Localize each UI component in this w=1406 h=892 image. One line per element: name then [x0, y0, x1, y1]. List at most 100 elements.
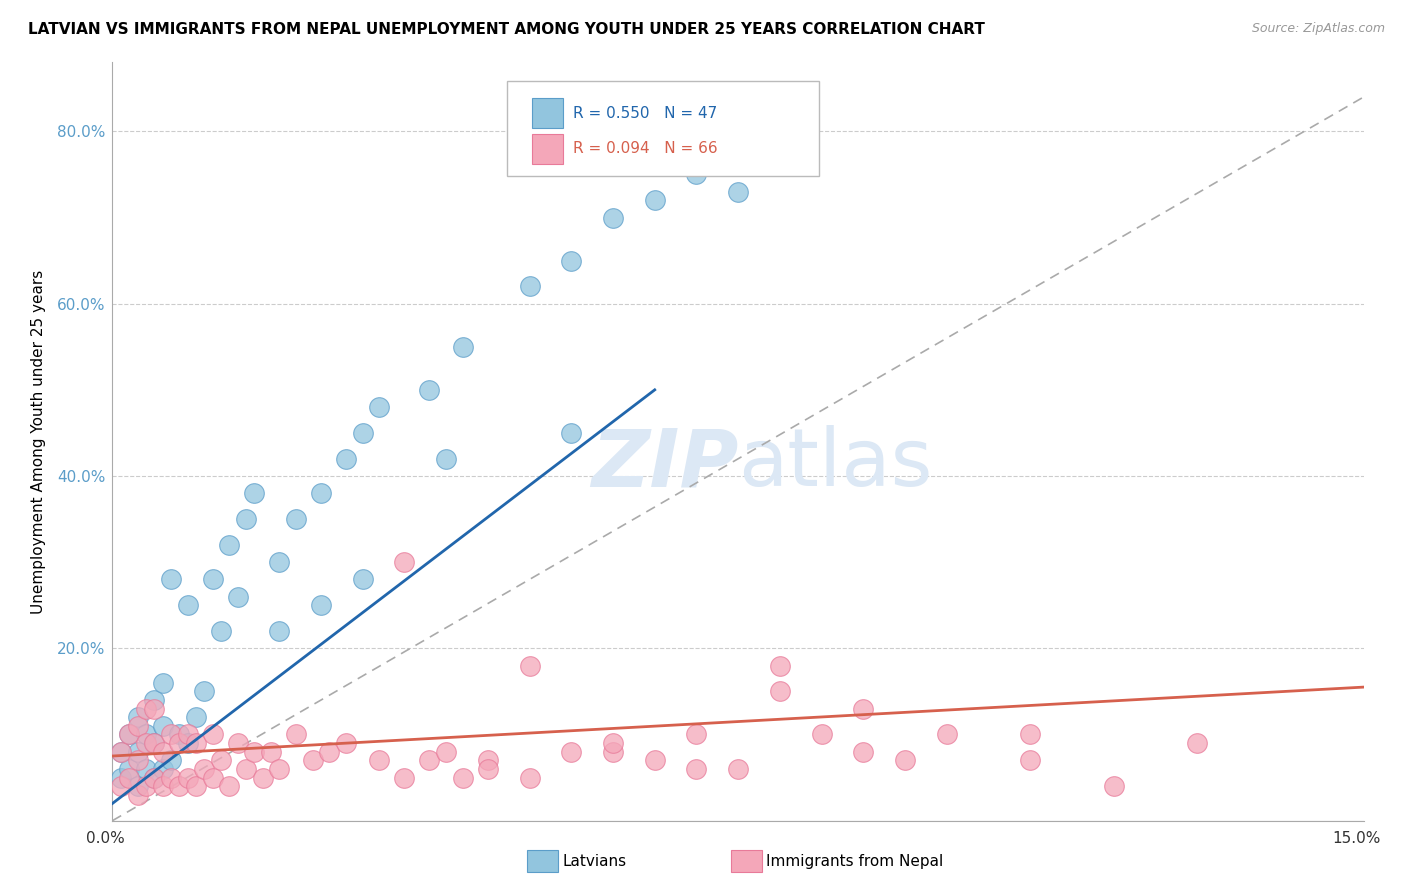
- Text: atlas: atlas: [738, 425, 932, 503]
- Point: [519, 771, 541, 785]
- Point: [176, 599, 198, 613]
- Point: [201, 727, 224, 741]
- Point: [167, 736, 190, 750]
- Point: [1019, 727, 1042, 741]
- Point: [285, 727, 308, 741]
- Point: [309, 599, 332, 613]
- Point: [184, 779, 207, 793]
- Point: [167, 727, 190, 741]
- Point: [685, 168, 707, 182]
- Point: [184, 736, 207, 750]
- Point: [152, 719, 174, 733]
- Point: [176, 727, 198, 741]
- Point: [160, 771, 183, 785]
- Point: [243, 486, 266, 500]
- Point: [309, 486, 332, 500]
- Text: LATVIAN VS IMMIGRANTS FROM NEPAL UNEMPLOYMENT AMONG YOUTH UNDER 25 YEARS CORRELA: LATVIAN VS IMMIGRANTS FROM NEPAL UNEMPLO…: [28, 22, 986, 37]
- Text: 15.0%: 15.0%: [1333, 831, 1381, 846]
- Point: [434, 745, 457, 759]
- Point: [127, 710, 149, 724]
- Point: [560, 253, 582, 268]
- Point: [644, 753, 666, 767]
- Point: [118, 727, 141, 741]
- Point: [434, 451, 457, 466]
- Point: [118, 762, 141, 776]
- Point: [769, 684, 792, 698]
- Point: [218, 538, 240, 552]
- Point: [644, 194, 666, 208]
- Point: [252, 771, 274, 785]
- Point: [894, 753, 917, 767]
- Point: [160, 753, 183, 767]
- Point: [226, 736, 249, 750]
- Point: [152, 745, 174, 759]
- Point: [269, 555, 291, 569]
- FancyBboxPatch shape: [531, 98, 562, 128]
- Point: [560, 425, 582, 440]
- Point: [110, 745, 132, 759]
- Point: [209, 753, 232, 767]
- Point: [110, 745, 132, 759]
- Point: [143, 736, 166, 750]
- Point: [269, 762, 291, 776]
- Point: [193, 684, 215, 698]
- Point: [235, 512, 257, 526]
- Point: [143, 771, 166, 785]
- Text: Latvians: Latvians: [562, 855, 627, 869]
- Point: [127, 719, 149, 733]
- Point: [235, 762, 257, 776]
- Point: [852, 745, 875, 759]
- Point: [127, 779, 149, 793]
- Point: [152, 675, 174, 690]
- Point: [810, 727, 832, 741]
- Point: [127, 753, 149, 767]
- Point: [477, 753, 499, 767]
- Point: [176, 736, 198, 750]
- Point: [602, 211, 624, 225]
- Point: [368, 753, 391, 767]
- Point: [685, 727, 707, 741]
- Point: [418, 753, 440, 767]
- Point: [1185, 736, 1208, 750]
- Point: [135, 762, 157, 776]
- Point: [335, 736, 357, 750]
- Point: [602, 736, 624, 750]
- Point: [560, 745, 582, 759]
- Text: ZIP: ZIP: [591, 425, 738, 503]
- Point: [118, 771, 141, 785]
- Point: [269, 624, 291, 639]
- Point: [135, 779, 157, 793]
- Point: [285, 512, 308, 526]
- Point: [602, 745, 624, 759]
- Point: [226, 590, 249, 604]
- Point: [127, 745, 149, 759]
- Point: [519, 279, 541, 293]
- FancyBboxPatch shape: [506, 81, 820, 177]
- Point: [1102, 779, 1125, 793]
- Point: [301, 753, 323, 767]
- Point: [201, 771, 224, 785]
- Point: [167, 779, 190, 793]
- Point: [769, 658, 792, 673]
- Point: [1019, 753, 1042, 767]
- Point: [260, 745, 283, 759]
- Point: [352, 573, 374, 587]
- Point: [135, 701, 157, 715]
- Point: [176, 771, 198, 785]
- Point: [394, 771, 416, 785]
- Point: [368, 400, 391, 414]
- Point: [243, 745, 266, 759]
- Text: Immigrants from Nepal: Immigrants from Nepal: [766, 855, 943, 869]
- Point: [451, 340, 474, 354]
- Text: 0.0%: 0.0%: [86, 831, 125, 846]
- Point: [160, 727, 183, 741]
- Point: [935, 727, 957, 741]
- Point: [477, 762, 499, 776]
- Point: [218, 779, 240, 793]
- Point: [451, 771, 474, 785]
- Point: [201, 573, 224, 587]
- Point: [160, 573, 183, 587]
- Point: [727, 185, 749, 199]
- Point: [143, 701, 166, 715]
- Text: R = 0.094   N = 66: R = 0.094 N = 66: [574, 141, 717, 156]
